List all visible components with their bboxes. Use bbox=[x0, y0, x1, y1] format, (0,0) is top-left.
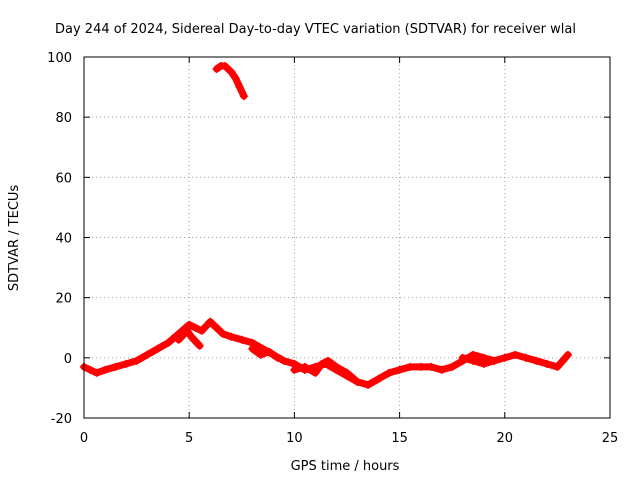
axis-ticks bbox=[83, 56, 611, 419]
data-point bbox=[374, 374, 383, 383]
data-point bbox=[279, 356, 288, 365]
data-point bbox=[220, 62, 229, 71]
data-point bbox=[563, 350, 572, 359]
chart-title: Day 244 of 2024, Sidereal Day-to-day VTE… bbox=[55, 22, 576, 37]
data-point bbox=[532, 356, 541, 365]
x-axis-label: GPS time / hours bbox=[291, 459, 400, 474]
y-tick-label: 80 bbox=[55, 111, 72, 126]
series-branch-b bbox=[248, 345, 282, 362]
series-branch-d bbox=[459, 354, 498, 368]
data-point bbox=[143, 350, 152, 359]
data-point bbox=[511, 350, 520, 359]
data-point bbox=[490, 356, 499, 365]
data-point bbox=[218, 329, 227, 338]
data-point bbox=[231, 74, 240, 83]
data-point bbox=[479, 359, 488, 368]
data-point bbox=[448, 362, 457, 371]
y-tick-label: 60 bbox=[55, 171, 72, 186]
data-point bbox=[469, 356, 478, 365]
data-point bbox=[395, 365, 404, 374]
data-point bbox=[406, 362, 415, 371]
data-point bbox=[185, 320, 194, 329]
data-point bbox=[227, 68, 236, 77]
series-branch-a bbox=[175, 327, 204, 350]
series-branch-c bbox=[290, 357, 361, 386]
x-tick-label: 20 bbox=[497, 431, 514, 446]
data-point bbox=[364, 380, 373, 389]
data-point bbox=[324, 356, 333, 365]
data-point bbox=[332, 362, 341, 371]
data-point bbox=[164, 338, 173, 347]
data-point bbox=[174, 335, 183, 344]
data-point bbox=[353, 377, 362, 386]
data-point bbox=[153, 344, 162, 353]
data-point bbox=[132, 356, 141, 365]
data-point bbox=[311, 368, 320, 377]
y-tick-labels: -20 0 20 40 60 80 100 bbox=[47, 51, 72, 427]
series-main bbox=[80, 318, 572, 389]
data-point bbox=[437, 365, 446, 374]
data-point bbox=[212, 65, 221, 74]
plot-frame bbox=[83, 56, 611, 419]
data-point bbox=[290, 365, 299, 374]
data-point bbox=[212, 323, 221, 332]
y-tick-label: -20 bbox=[51, 412, 72, 427]
data-point bbox=[256, 350, 265, 359]
data-point bbox=[183, 326, 192, 335]
grid-lines bbox=[84, 57, 610, 418]
data-point bbox=[206, 317, 215, 326]
y-axis-label: SDTVAR / TECUs bbox=[7, 185, 22, 292]
x-tick-label: 5 bbox=[185, 431, 193, 446]
x-tick-label: 10 bbox=[286, 431, 303, 446]
data-point bbox=[227, 332, 236, 341]
y-tick-label: 0 bbox=[64, 352, 72, 367]
y-tick-label: 40 bbox=[55, 232, 72, 247]
data-point bbox=[239, 92, 248, 101]
x-tick-label: 25 bbox=[602, 431, 619, 446]
y-tick-label: 20 bbox=[55, 292, 72, 307]
data-point bbox=[195, 341, 204, 350]
data-point bbox=[273, 353, 282, 362]
y-tick-label: 100 bbox=[47, 51, 72, 66]
data-point bbox=[122, 359, 131, 368]
data-point bbox=[317, 359, 326, 368]
data-point bbox=[385, 368, 394, 377]
data-point bbox=[416, 362, 425, 371]
data-point bbox=[197, 326, 206, 335]
data-point bbox=[92, 368, 101, 377]
series-upper-arc bbox=[213, 62, 248, 100]
data-point bbox=[265, 347, 274, 356]
data-point bbox=[500, 353, 509, 362]
data-point bbox=[553, 362, 562, 371]
data-point bbox=[458, 353, 467, 362]
data-point bbox=[542, 359, 551, 368]
data-point bbox=[427, 362, 436, 371]
data-point bbox=[237, 335, 246, 344]
x-tick-labels: 0 5 10 15 20 25 bbox=[80, 431, 618, 446]
x-tick-label: 15 bbox=[391, 431, 408, 446]
data-point bbox=[235, 83, 244, 92]
data-point bbox=[187, 332, 196, 341]
data-point bbox=[248, 344, 257, 353]
data-point bbox=[343, 368, 351, 377]
data-point bbox=[300, 362, 309, 371]
data-point bbox=[101, 365, 110, 374]
data-point bbox=[86, 365, 95, 374]
data-point bbox=[111, 362, 120, 371]
data-point bbox=[191, 323, 200, 332]
data-series bbox=[80, 62, 572, 389]
data-point bbox=[521, 353, 530, 362]
x-tick-label: 0 bbox=[80, 431, 88, 446]
